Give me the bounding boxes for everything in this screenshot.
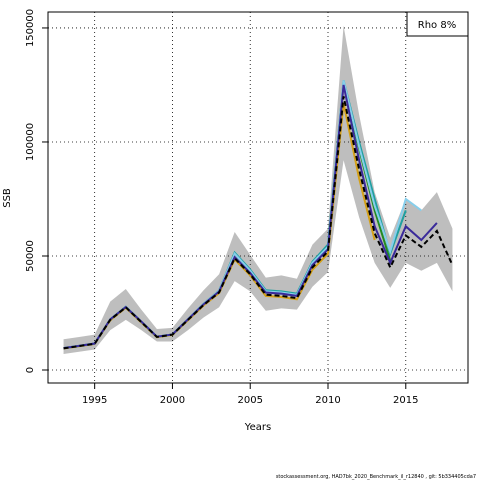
- x-tick-label: 2015: [393, 395, 418, 406]
- y-tick-label: 100000: [25, 123, 36, 161]
- footer: stockassessment.org, HAD7bk_2020_Benchma…: [276, 474, 476, 480]
- annotation: Rho 8%: [418, 20, 456, 31]
- y-tick-label: 0: [25, 367, 36, 373]
- y-tick-label: 50000: [25, 240, 36, 272]
- y-tick-label: 150000: [25, 9, 36, 47]
- x-tick-label: 2010: [315, 395, 340, 406]
- x-tick-label: 1995: [82, 395, 107, 406]
- x-tick-label: 2000: [160, 395, 185, 406]
- confidence-band: [63, 25, 453, 355]
- series-line: [63, 96, 454, 350]
- x-tick-label: 2005: [237, 395, 262, 406]
- y-axis-label: SSB: [2, 188, 13, 208]
- plot-frame: [47, 11, 469, 384]
- x-axis-label: Years: [244, 422, 271, 433]
- annotation-box: [406, 11, 469, 37]
